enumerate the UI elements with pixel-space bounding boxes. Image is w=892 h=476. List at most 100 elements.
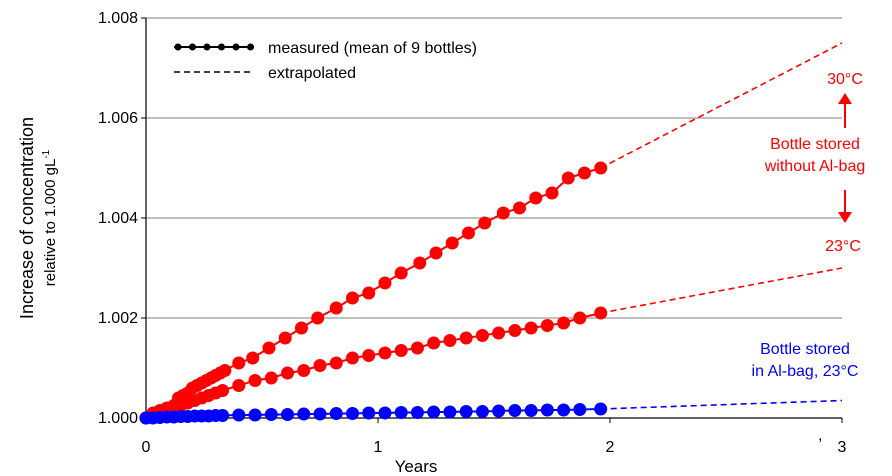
data-point	[443, 405, 457, 419]
series-extrapolated-line	[600, 42, 843, 169]
data-point	[427, 405, 441, 419]
y-tick-label: 1.006	[98, 110, 138, 127]
data-point	[345, 407, 359, 420]
data-point	[410, 406, 424, 419]
y-axis-sublabel-text: relative to 1.000 gL	[42, 159, 59, 287]
legend-marker	[218, 43, 225, 51]
label-bag-line2: in Al-bag, 23°C	[752, 363, 859, 380]
legend-marker	[174, 43, 182, 51]
arrow-down-icon	[838, 190, 852, 223]
data-point	[394, 344, 408, 357]
data-point	[394, 266, 408, 280]
data-point	[459, 331, 473, 345]
y-axis-sublabel-sup: -1	[41, 149, 52, 158]
x-tick-label: 1	[374, 439, 383, 456]
data-point	[508, 324, 522, 337]
data-point	[496, 206, 510, 220]
arrow-up-icon	[838, 93, 852, 128]
stray-mark: ,	[818, 427, 822, 444]
y-tick-label: 1.004	[98, 210, 138, 227]
data-point	[459, 405, 473, 418]
data-point	[232, 408, 246, 422]
y-axis-label: Increase of concentration	[17, 117, 37, 319]
label-no-bag-line2: without Al-bag	[764, 158, 866, 175]
data-point	[529, 191, 543, 205]
series-0	[139, 42, 843, 425]
data-point	[492, 326, 506, 340]
legend-marker	[232, 43, 240, 51]
series-extrapolated-line	[600, 267, 843, 314]
y-axis-sublabel: relative to 1.000 gL-1	[41, 149, 59, 286]
data-point	[410, 341, 424, 355]
legend-marker	[189, 43, 196, 51]
data-point	[561, 171, 575, 185]
data-point	[294, 321, 308, 335]
data-point	[345, 351, 359, 365]
y-tick-label: 1.000	[98, 410, 138, 427]
data-point	[216, 384, 230, 397]
data-point	[311, 311, 325, 325]
data-point	[329, 301, 343, 315]
x-tick-labels: 0 1 2 3	[142, 418, 847, 456]
data-point	[362, 406, 376, 420]
data-point	[248, 408, 262, 422]
data-point	[248, 374, 262, 387]
gridlines	[146, 17, 842, 319]
legend-measured-markers	[174, 43, 254, 51]
x-tick-label: 0	[142, 439, 151, 456]
data-point	[297, 364, 311, 377]
data-point	[264, 408, 278, 421]
series-extrapolated-line	[600, 399, 843, 410]
data-point	[297, 407, 311, 421]
data-point	[329, 356, 343, 370]
data-point	[594, 306, 608, 320]
data-point	[557, 316, 571, 330]
data-point	[394, 406, 408, 419]
data-point	[524, 404, 538, 417]
data-point	[540, 403, 554, 417]
data-point	[475, 329, 489, 342]
legend-extrapolated-label: extrapolated	[268, 65, 356, 82]
data-point	[594, 402, 608, 416]
data-point	[429, 246, 443, 260]
x-tick-label: 3	[838, 439, 847, 456]
data-point	[573, 311, 587, 325]
data-point	[378, 346, 392, 360]
data-point	[445, 236, 459, 250]
data-point	[281, 408, 295, 421]
data-point	[557, 403, 571, 417]
data-point	[508, 404, 522, 417]
data-point	[246, 351, 260, 365]
legend: measured (mean of 9 bottles) extrapolate…	[174, 40, 477, 82]
label-no-bag-line1: Bottle stored	[770, 136, 860, 153]
label-23c: 23°C	[825, 238, 861, 255]
data-point	[313, 407, 327, 421]
data-point	[329, 407, 343, 420]
data-point	[413, 256, 427, 270]
data-point	[232, 379, 246, 392]
data-point	[594, 161, 608, 175]
data-point	[278, 331, 292, 345]
data-point	[540, 319, 554, 332]
data-point	[362, 349, 376, 362]
x-axis-label: Years	[395, 457, 438, 476]
data-point	[478, 216, 492, 230]
legend-marker	[203, 43, 211, 51]
data-point	[492, 404, 506, 418]
data-point	[264, 371, 278, 385]
series-group	[139, 42, 843, 425]
y-tick-label: 1.008	[98, 10, 138, 27]
data-point	[313, 359, 327, 372]
data-point	[262, 341, 276, 355]
y-tick-labels: 1.000 1.002 1.004 1.006 1.008	[98, 10, 146, 427]
series-1	[139, 267, 843, 425]
data-point	[461, 226, 475, 240]
label-bag-line1: Bottle stored	[760, 341, 850, 358]
data-point	[216, 409, 230, 422]
data-point	[232, 356, 246, 370]
data-point	[378, 406, 392, 420]
label-30c: 30°C	[827, 71, 863, 88]
legend-marker	[247, 43, 254, 51]
data-point	[573, 403, 587, 416]
